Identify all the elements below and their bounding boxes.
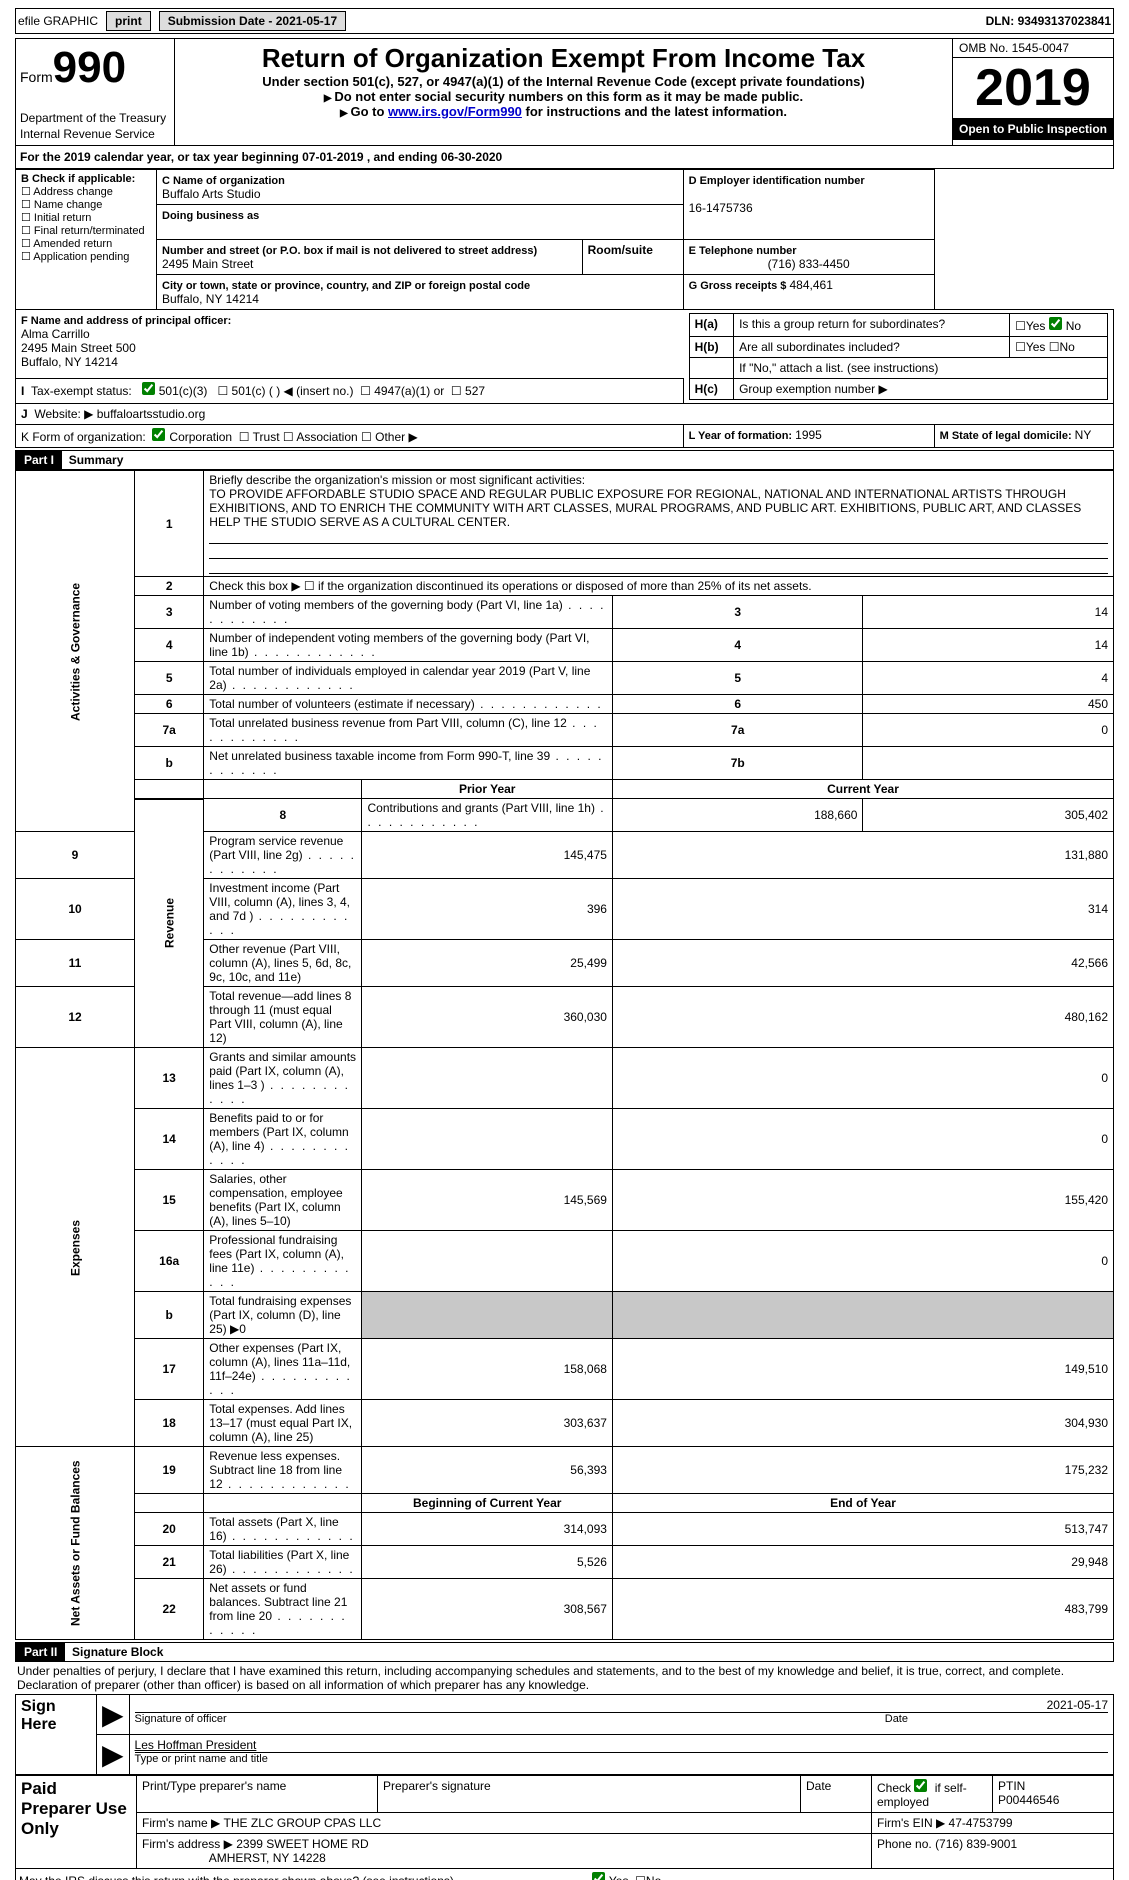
irs-discuss: May the IRS discuss this return with the…	[15, 1869, 1114, 1880]
part1-header: Part I Summary	[15, 450, 1114, 470]
dln: DLN: 93493137023841	[986, 14, 1111, 28]
print-button[interactable]: print	[106, 11, 151, 31]
submission-date: Submission Date - 2021-05-17	[159, 11, 346, 31]
header-table: Form990 Department of the Treasury Inter…	[15, 38, 1114, 146]
irs-yes-checkbox[interactable]	[592, 1872, 605, 1880]
instructions-link[interactable]: www.irs.gov/Form990	[388, 104, 522, 119]
form-id-cell: Form990 Department of the Treasury Inter…	[16, 39, 175, 146]
ha-no-checkbox[interactable]	[1049, 317, 1062, 330]
corporation-checkbox[interactable]	[152, 428, 165, 441]
part1-table: Activities & Governance 1Briefly describ…	[15, 470, 1114, 1640]
self-employed-checkbox[interactable]	[914, 1779, 927, 1792]
tax-year-line: For the 2019 calendar year, or tax year …	[15, 146, 1114, 169]
identity-table: B Check if applicable: ☐ Address change☐…	[15, 169, 1114, 448]
section-b: B Check if applicable: ☐ Address change☐…	[16, 170, 157, 310]
topbar: efile GRAPHIC print Submission Date - 20…	[15, 8, 1114, 34]
declaration: Under penalties of perjury, I declare th…	[15, 1662, 1114, 1694]
year-cell: OMB No. 1545-0047 2019 Open to Public In…	[953, 39, 1114, 146]
sign-here: Sign Here ▶ 2021-05-17Signature of offic…	[15, 1694, 1114, 1775]
501c3-checkbox[interactable]	[142, 382, 155, 395]
efile-label: efile GRAPHIC	[18, 14, 98, 28]
paid-preparer: Paid Preparer Use Only Print/Type prepar…	[15, 1775, 1114, 1869]
part2-header: Part II Signature Block	[15, 1642, 1114, 1662]
title-cell: Return of Organization Exempt From Incom…	[175, 39, 953, 146]
